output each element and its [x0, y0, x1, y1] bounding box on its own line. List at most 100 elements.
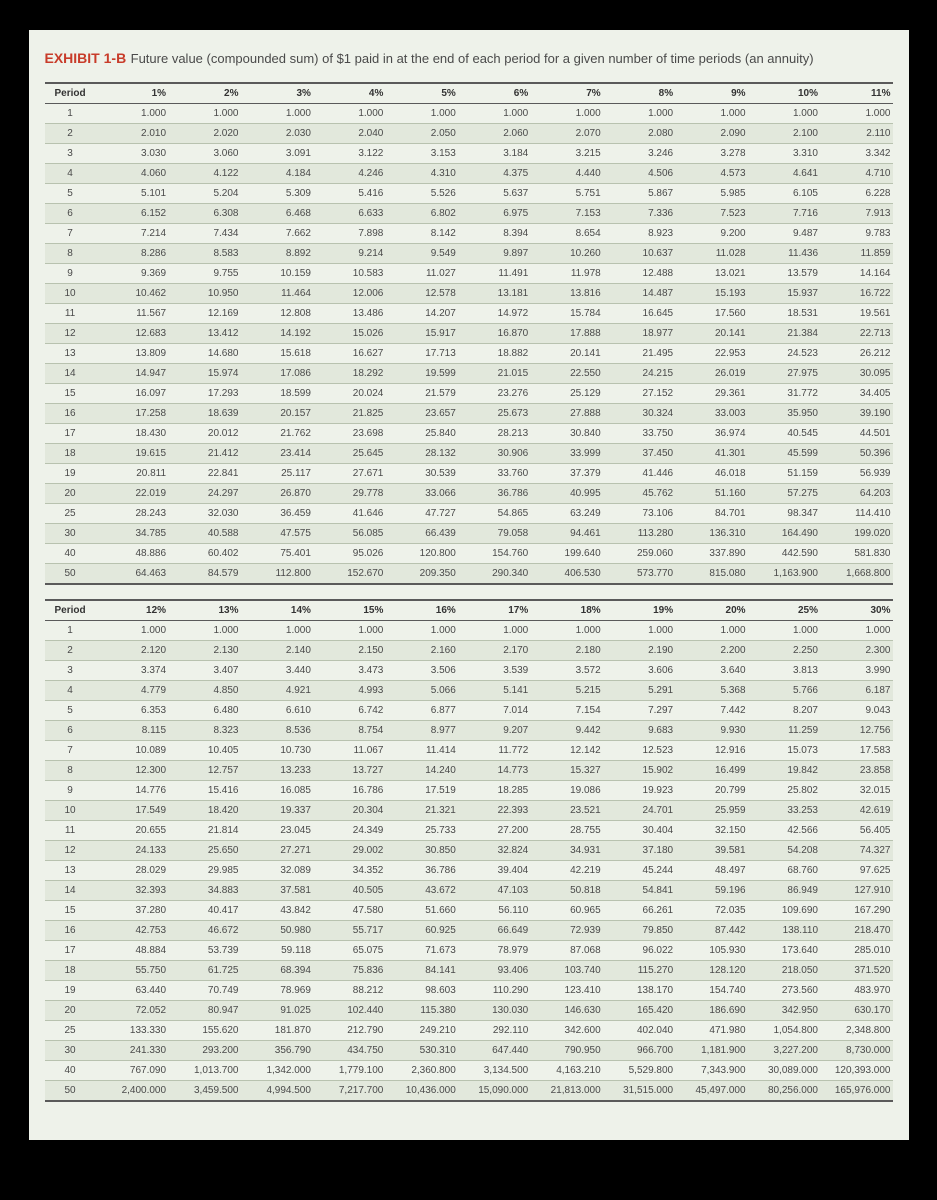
cell-value: 2.170: [458, 641, 530, 661]
cell-value: 32.015: [820, 781, 893, 801]
cell-value: 87.442: [675, 921, 747, 941]
cell-value: 18.599: [241, 384, 313, 404]
cell-value: 7.154: [530, 701, 602, 721]
cell-value: 17.519: [385, 781, 457, 801]
cell-value: 75.401: [241, 544, 313, 564]
cell-period: 13: [45, 344, 96, 364]
cell-value: 24.215: [603, 364, 675, 384]
cell-value: 8.142: [385, 224, 457, 244]
cell-value: 8.207: [748, 701, 820, 721]
cell-value: 5.526: [385, 184, 457, 204]
cell-value: 1.000: [530, 104, 602, 124]
cell-value: 1.000: [675, 621, 747, 641]
cell-value: 22.019: [96, 484, 168, 504]
cell-value: 28.213: [458, 424, 530, 444]
cell-value: 6.975: [458, 204, 530, 224]
cell-value: 21.412: [168, 444, 240, 464]
cell-value: 123.410: [530, 981, 602, 1001]
cell-value: 138.110: [748, 921, 820, 941]
table-row: 2528.24332.03036.45941.64647.72754.86563…: [45, 504, 893, 524]
cell-value: 10.637: [603, 244, 675, 264]
cell-value: 88.212: [313, 981, 385, 1001]
cell-value: 84.579: [168, 564, 240, 585]
cell-value: 17.713: [385, 344, 457, 364]
cell-value: 34.931: [530, 841, 602, 861]
cell-value: 2.160: [385, 641, 457, 661]
cell-value: 966.700: [603, 1041, 675, 1061]
cell-value: 45.599: [748, 444, 820, 464]
cell-value: 19.337: [241, 801, 313, 821]
cell-value: 21,813.000: [530, 1081, 602, 1102]
cell-value: 1.000: [313, 621, 385, 641]
cell-value: 154.740: [675, 981, 747, 1001]
cell-value: 112.800: [241, 564, 313, 585]
cell-period: 30: [45, 1041, 96, 1061]
cell-value: 14.776: [96, 781, 168, 801]
table-row: 56.3536.4806.6106.7426.8777.0147.1547.29…: [45, 701, 893, 721]
table-row: 11.0001.0001.0001.0001.0001.0001.0001.00…: [45, 621, 893, 641]
col-rate: 4%: [313, 83, 385, 104]
cell-value: 9.200: [675, 224, 747, 244]
cell-value: 15.416: [168, 781, 240, 801]
cell-value: 1,163.900: [748, 564, 820, 585]
cell-value: 79.850: [603, 921, 675, 941]
col-rate: 18%: [530, 600, 602, 621]
cell-value: 27.200: [458, 821, 530, 841]
cell-value: 32.393: [96, 881, 168, 901]
cell-value: 8.754: [313, 721, 385, 741]
cell-value: 16.870: [458, 324, 530, 344]
cell-value: 20.655: [96, 821, 168, 841]
col-rate: 12%: [96, 600, 168, 621]
cell-value: 7.336: [603, 204, 675, 224]
cell-value: 91.025: [241, 1001, 313, 1021]
cell-value: 14.164: [820, 264, 893, 284]
cell-value: 9.549: [385, 244, 457, 264]
cell-value: 27.271: [241, 841, 313, 861]
cell-value: 5.309: [241, 184, 313, 204]
cell-value: 84.701: [675, 504, 747, 524]
cell-period: 14: [45, 364, 96, 384]
cell-value: 173.640: [748, 941, 820, 961]
cell-value: 1.000: [168, 104, 240, 124]
exhibit-label: EXHIBIT 1-B: [45, 50, 127, 66]
cell-value: 57.275: [748, 484, 820, 504]
cell-value: 75.836: [313, 961, 385, 981]
cell-value: 64.203: [820, 484, 893, 504]
cell-period: 30: [45, 524, 96, 544]
cell-value: 56.405: [820, 821, 893, 841]
exhibit-title: Future value (compounded sum) of $1 paid…: [131, 51, 814, 66]
table-row: 710.08910.40510.73011.06711.41411.77212.…: [45, 741, 893, 761]
cell-value: 146.630: [530, 1001, 602, 1021]
cell-period: 9: [45, 781, 96, 801]
col-rate: 17%: [458, 600, 530, 621]
cell-value: 50.980: [241, 921, 313, 941]
cell-value: 1.000: [458, 104, 530, 124]
cell-value: 17.086: [241, 364, 313, 384]
cell-value: 33.750: [603, 424, 675, 444]
cell-value: 25.129: [530, 384, 602, 404]
cell-value: 6.877: [385, 701, 457, 721]
col-rate: 3%: [241, 83, 313, 104]
col-rate: 11%: [820, 83, 893, 104]
cell-value: 27.671: [313, 464, 385, 484]
cell-value: 22.393: [458, 801, 530, 821]
cell-value: 6.468: [241, 204, 313, 224]
cell-value: 14.947: [96, 364, 168, 384]
cell-value: 3.572: [530, 661, 602, 681]
cell-value: 25.959: [675, 801, 747, 821]
cell-value: 6.742: [313, 701, 385, 721]
cell-value: 61.725: [168, 961, 240, 981]
cell-value: 45,497.000: [675, 1081, 747, 1102]
cell-value: 33.003: [675, 404, 747, 424]
cell-value: 73.106: [603, 504, 675, 524]
table-head: Period12%13%14%15%16%17%18%19%20%25%30%: [45, 600, 893, 621]
col-rate: 19%: [603, 600, 675, 621]
cell-value: 4.779: [96, 681, 168, 701]
cell-value: 42.619: [820, 801, 893, 821]
cell-value: 4.850: [168, 681, 240, 701]
cell-value: 1.000: [385, 621, 457, 641]
cell-value: 16.786: [313, 781, 385, 801]
col-rate: 30%: [820, 600, 893, 621]
cell-period: 12: [45, 324, 96, 344]
cell-value: 2.140: [241, 641, 313, 661]
